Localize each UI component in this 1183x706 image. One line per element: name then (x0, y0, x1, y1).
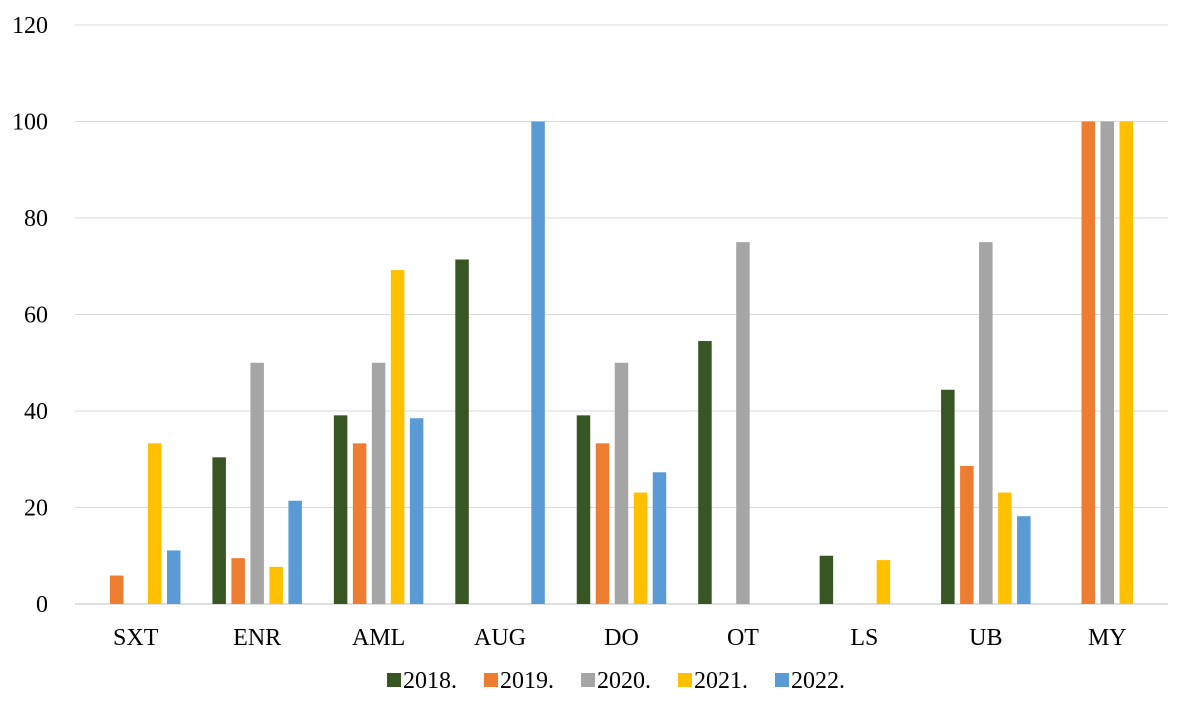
bar-ub-2018 (941, 389, 955, 604)
legend: 2018. 2019. 2020. 2021. 2022. (387, 668, 845, 694)
bar-ot-2018 (698, 341, 712, 604)
bar-ub-2021 (998, 492, 1012, 604)
bar-sxt-2022 (166, 550, 181, 604)
x-tick-label: LS (850, 625, 878, 651)
y-tick-label: 120 (12, 13, 48, 39)
legend-swatch (484, 673, 498, 687)
bar-sxt-2019 (109, 575, 124, 604)
bar-aml-2022 (409, 418, 424, 604)
bar-ls-2018 (819, 555, 834, 604)
y-tick-label: 20 (24, 496, 48, 522)
legend-swatch (581, 673, 595, 687)
bar-ub-2020 (979, 242, 993, 604)
bars (109, 121, 1134, 604)
bar-aug-2018 (455, 259, 469, 604)
y-tick-label: 60 (24, 303, 48, 329)
bar-do-2021 (633, 492, 648, 604)
bar-enr-2019 (231, 558, 245, 604)
bar-aml-2019 (352, 443, 367, 604)
bar-my-2020 (1100, 121, 1115, 604)
bar-do-2019 (595, 443, 610, 604)
y-tick-label: 40 (24, 399, 48, 425)
legend-label: 2022. (791, 668, 845, 694)
bar-do-2020 (614, 362, 629, 604)
bar-enr-2021 (269, 566, 283, 604)
x-tick-label: ENR (233, 625, 281, 651)
y-tick-label: 80 (24, 206, 48, 232)
bar-enr-2018 (212, 457, 226, 604)
legend-swatch (678, 673, 692, 687)
y-axis-tick-labels: 0 20 40 60 80 100 120 (12, 13, 48, 618)
x-tick-label: SXT (113, 625, 159, 651)
bar-aml-2021 (390, 270, 405, 604)
y-tick-label: 0 (36, 592, 48, 618)
x-tick-label: UB (969, 625, 1002, 651)
bar-sxt-2021 (147, 443, 162, 604)
bar-ot-2020 (736, 242, 750, 604)
bar-ub-2022 (1017, 516, 1031, 604)
bar-enr-2022 (288, 500, 302, 604)
bar-ls-2021 (876, 560, 891, 604)
x-tick-label: DO (604, 625, 639, 651)
legend-label: 2018. (403, 668, 457, 694)
x-tick-label: AUG (474, 625, 526, 651)
legend-label: 2020. (597, 668, 651, 694)
y-tick-label: 100 (12, 110, 48, 136)
x-tick-label: AML (352, 625, 405, 651)
bar-enr-2020 (250, 362, 264, 604)
legend-label: 2021. (694, 668, 748, 694)
x-axis-tick-labels: SXT ENR AML AUG DO OT LS UB MY (113, 625, 1127, 651)
bar-ub-2019 (960, 466, 974, 604)
bar-aml-2020 (371, 362, 386, 604)
legend-label: 2019. (500, 668, 554, 694)
x-tick-label: MY (1088, 625, 1127, 651)
legend-swatch (387, 673, 401, 687)
bar-do-2018 (576, 415, 591, 604)
bar-do-2022 (652, 472, 667, 604)
bar-aug-2022 (531, 121, 545, 604)
bar-my-2019 (1081, 121, 1096, 604)
bar-my-2021 (1119, 121, 1134, 604)
x-tick-label: OT (727, 625, 759, 651)
bar-aml-2018 (333, 415, 348, 604)
legend-swatch (775, 673, 789, 687)
